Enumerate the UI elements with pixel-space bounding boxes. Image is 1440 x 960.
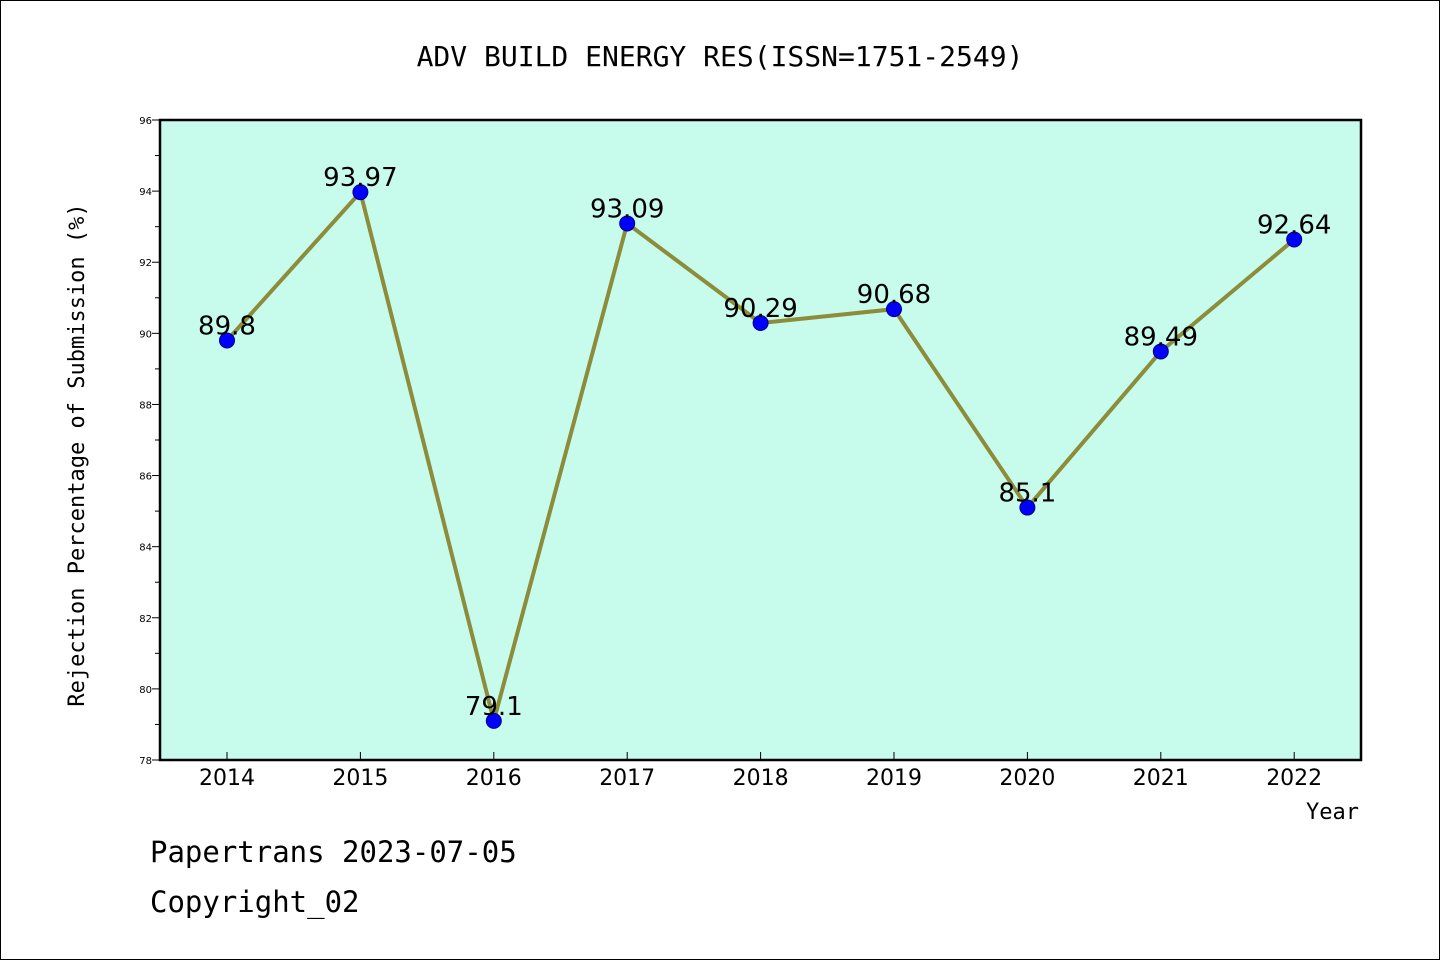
x-tick-label: 2018 [733,766,789,791]
x-tick-label: 2019 [866,766,922,791]
data-label: 93.97 [323,163,397,193]
data-point [219,332,235,349]
series-line-group [219,184,1303,729]
plot-area [158,118,1363,762]
data-label: 90.29 [723,294,797,324]
y-axis-label: Rejection Percentage of Submission (%) [65,203,90,706]
y-tick-label: 86 [139,472,152,483]
data-point [619,215,636,232]
x-tick-label: 2020 [999,766,1055,791]
chart-title: ADV BUILD ENERGY RES(ISSN=1751-2549) [417,40,1024,73]
y-axis: 78 80 82 84 86 88 90 92 94 96 [139,116,160,767]
x-tick-label: 2015 [332,766,388,791]
y-tick-label: 94 [139,187,152,198]
data-label: 79.1 [465,692,523,722]
data-point [752,315,769,332]
x-tick-label: 2021 [1133,766,1189,791]
footer-date-text: Papertrans 2023-07-05 [150,835,517,869]
y-tick-label: 84 [139,543,152,554]
y-tick-label: 82 [139,614,152,625]
data-label: 89.49 [1124,322,1198,352]
data-label: 85.1 [998,479,1056,509]
x-tick-label: 2014 [199,766,255,791]
y-tick-label: 78 [139,756,152,767]
y-tick-label: 80 [139,685,152,696]
x-tick-label: 2017 [599,766,655,791]
x-axis: 2014 2015 2016 2017 2018 2019 2020 2021 2022 [199,752,1322,791]
y-tick-label: 96 [139,116,152,127]
x-axis-label: Year [1306,800,1359,825]
data-label-group: 89.8 93.97 79.1 93.09 90.29 90.68 85.1 89.49 92.… [198,163,1331,722]
data-point [352,184,369,201]
data-point [485,712,502,729]
data-point [1152,343,1169,360]
data-label: 90.68 [857,280,931,310]
data-label: 89.8 [198,311,256,341]
data-point [886,301,902,318]
footer-copyright-text: Copyright_02 [150,885,360,919]
data-point [1286,231,1303,248]
y-tick-label: 90 [139,329,152,340]
data-label: 92.64 [1257,210,1331,240]
x-tick-label: 2022 [1266,766,1322,791]
data-point [1019,499,1036,516]
data-label: 93.09 [590,194,664,224]
y-tick-label: 88 [139,400,152,411]
x-tick-label: 2016 [466,766,522,791]
y-tick-label: 92 [139,258,152,269]
